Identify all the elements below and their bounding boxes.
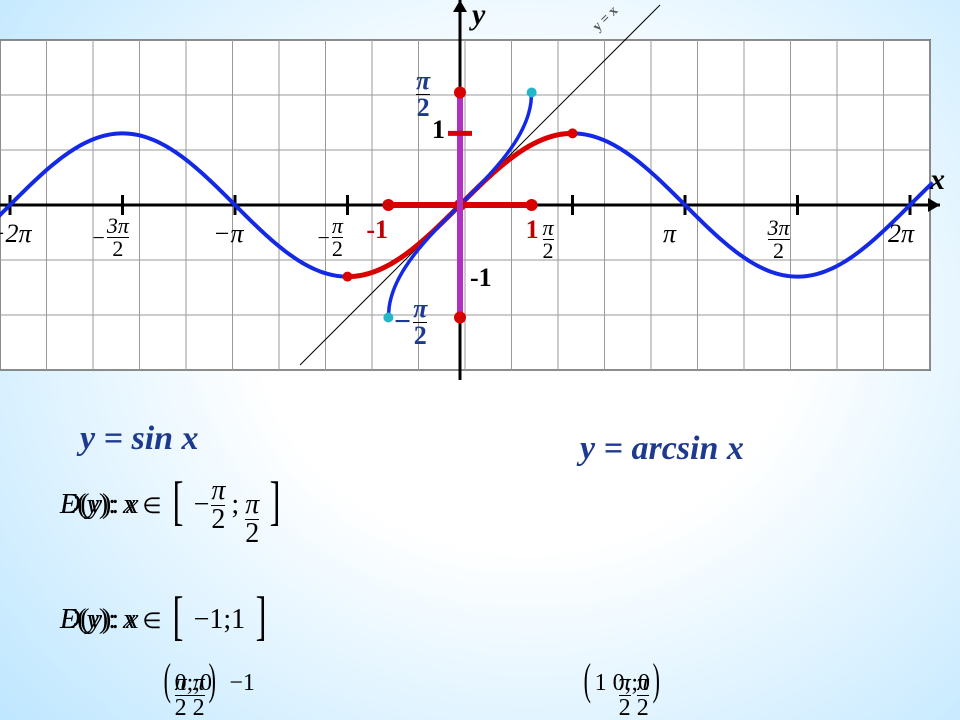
y-tick-pi2: π2 (416, 66, 430, 121)
formula-paren-left: (0;;0π π2 2) −1 (160, 650, 255, 720)
x-tick-1: 1 (526, 215, 539, 245)
title-sin: y = sin x (80, 420, 199, 458)
y-tick-1: 1 (432, 115, 445, 145)
y-tick-neg1: -1 (470, 263, 492, 293)
x-tick-neg1: -1 (366, 215, 388, 245)
formula-domain-2: D(y): xE(y): x ∈ [ −1;1 ] (60, 590, 270, 636)
y-tick-neg-pi2: −π2 (394, 296, 427, 349)
formula-domain-1: D(y): xE(y): x ∈ [ −π2;π2 ] (60, 475, 284, 548)
y-axis-label: y (472, 0, 485, 32)
title-arcsin: y = arcsin x (580, 430, 744, 468)
formula-paren-right: (1 0;;0 π2 π2) (580, 650, 663, 720)
x-axis-label: x (930, 163, 945, 197)
